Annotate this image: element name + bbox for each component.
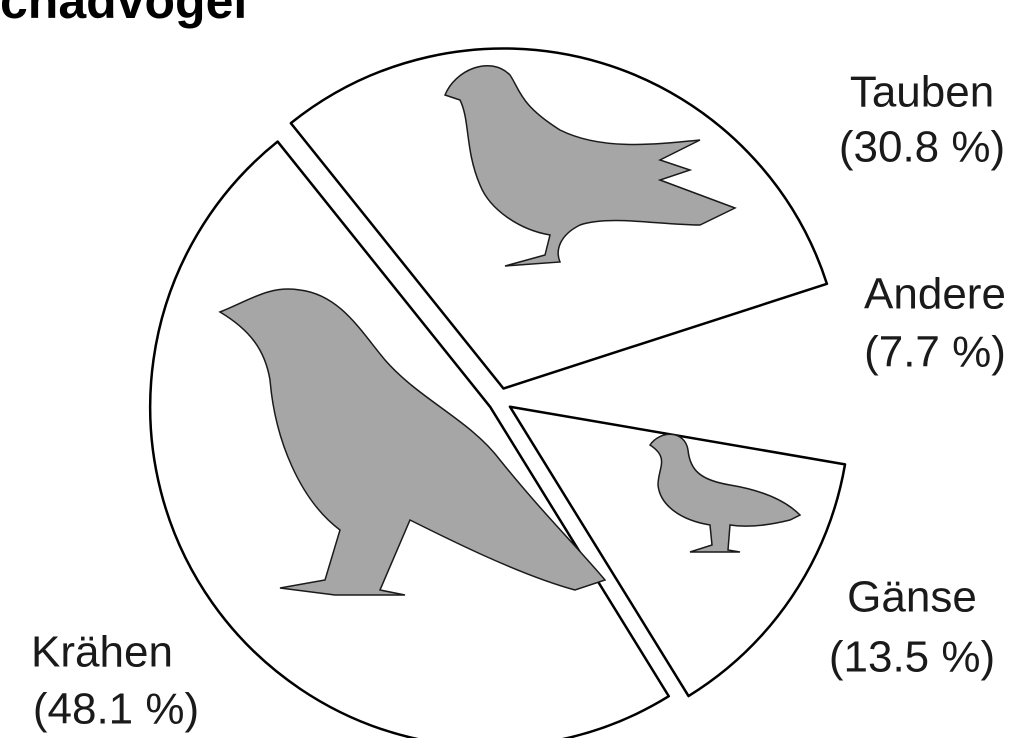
- pigeon-icon: [444, 65, 737, 267]
- slice-label: Gänse: [847, 573, 977, 622]
- pie-slice: [508, 405, 847, 698]
- slice-label: Tauben: [850, 68, 994, 117]
- illustrations: [218, 65, 802, 596]
- value-label: (48.1 %): [33, 685, 199, 734]
- crow-icon: [218, 288, 607, 596]
- slice-label: Andere: [864, 270, 1006, 319]
- slice-label: Krähen: [31, 628, 173, 677]
- labels: Tauben (30.8 %) Andere (7.7 %) Gänse (13.5 %)…: [31, 68, 1006, 734]
- chart-title: chadvögel: [0, 0, 247, 29]
- value-label: (7.7 %): [864, 328, 1006, 377]
- value-label: (13.5 %): [829, 633, 995, 682]
- goose-icon: [648, 433, 802, 553]
- value-label: (30.8 %): [839, 123, 1005, 172]
